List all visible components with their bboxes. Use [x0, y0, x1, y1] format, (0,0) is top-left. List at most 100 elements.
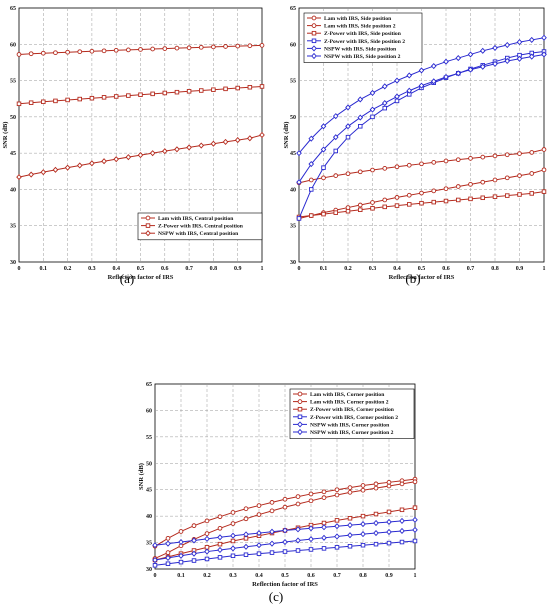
data-point	[332, 134, 339, 141]
data-point	[295, 537, 301, 544]
data-point	[101, 95, 107, 100]
data-point	[204, 531, 210, 536]
data-point	[360, 483, 366, 488]
legend-entry: NSPW with IRS, Corner position	[310, 422, 390, 428]
data-point	[430, 62, 437, 70]
data-point	[77, 96, 82, 102]
data-point	[282, 549, 288, 554]
data-point	[516, 39, 523, 46]
data-point	[517, 173, 522, 178]
legend-entry: Lam with IRS, Corner position	[310, 392, 385, 398]
y-tick-label: 40	[10, 187, 16, 193]
data-point	[373, 541, 379, 547]
data-point	[198, 44, 204, 50]
panel-c: 0 0.1 0.2 0.3 0.4 0.5 0.6 0.7 0.8 0.9 1 30 35 40 45 50 5…	[138, 382, 418, 604]
data-point	[256, 503, 262, 508]
data-point	[406, 162, 412, 168]
data-point	[516, 55, 523, 62]
data-point	[210, 140, 217, 147]
data-point	[77, 49, 83, 55]
data-point	[247, 43, 253, 49]
data-point	[443, 73, 449, 81]
data-point	[504, 152, 510, 158]
data-point	[152, 542, 158, 549]
series-6	[296, 34, 547, 157]
data-point	[165, 540, 171, 547]
data-point	[243, 552, 249, 557]
data-point	[161, 148, 168, 155]
data-point	[369, 89, 376, 96]
data-point	[64, 164, 71, 171]
y-tick-label: 55	[146, 435, 152, 441]
data-point	[455, 157, 461, 163]
legend-marker	[297, 421, 303, 428]
data-point	[399, 507, 405, 513]
panel-a: 0 0.1 0.2 0.3 0.4 0.5 0.6 0.7 0.8 0.9 1 30 35 40 45 50 5…	[2, 6, 265, 286]
data-point	[541, 34, 547, 41]
legend-marker	[311, 15, 317, 21]
x-tick-label: 0.9	[516, 266, 524, 272]
x-tick-label: 1	[543, 266, 546, 272]
data-point	[165, 550, 171, 555]
legend-entry: Lam with IRS, Side position	[324, 16, 392, 22]
data-point	[186, 45, 192, 51]
data-point	[394, 77, 400, 84]
data-point	[321, 165, 326, 170]
legend-marker	[311, 38, 317, 44]
data-point	[456, 197, 461, 203]
data-point	[412, 479, 418, 485]
data-point	[412, 505, 418, 510]
data-point	[235, 43, 241, 49]
y-tick-label: 30	[290, 260, 296, 266]
legend-entry: Lam with IRS, Side position 2	[324, 24, 396, 30]
data-point	[191, 550, 197, 557]
data-point	[16, 101, 22, 107]
data-point	[282, 496, 288, 502]
data-point	[230, 538, 236, 544]
data-point	[282, 527, 288, 534]
data-point	[479, 47, 486, 54]
legend-entry: Z-Power with IRS, Central position	[158, 224, 244, 230]
x-tick-label: 0.4	[393, 266, 401, 272]
data-point	[455, 55, 462, 62]
y-tick-label: 40	[146, 514, 152, 520]
data-point	[40, 50, 46, 56]
x-tick-label: 0.3	[229, 573, 237, 579]
y-tick-label: 30	[146, 567, 152, 573]
data-point	[217, 546, 223, 554]
x-tick-label: 0.3	[88, 266, 96, 272]
data-point	[334, 518, 340, 523]
data-point	[394, 203, 400, 208]
data-point	[394, 164, 400, 170]
data-point	[382, 197, 388, 203]
data-point	[295, 501, 301, 507]
data-point	[65, 97, 70, 103]
data-point	[138, 92, 143, 97]
data-point	[406, 87, 413, 94]
data-point	[492, 44, 498, 51]
data-point	[345, 123, 351, 130]
data-point	[152, 563, 158, 568]
data-point	[41, 99, 46, 105]
data-point	[382, 204, 388, 210]
data-point	[269, 500, 275, 505]
y-tick-label: 55	[290, 79, 296, 85]
data-point	[468, 196, 473, 202]
data-point	[191, 523, 197, 529]
data-point	[150, 46, 155, 52]
data-point	[247, 135, 253, 142]
x-tick-label: 0.2	[344, 266, 352, 272]
data-point	[137, 152, 144, 159]
data-point	[320, 123, 327, 130]
data-point	[443, 58, 449, 65]
legend-marker	[145, 230, 151, 237]
y-axis-label: SNR (dB)	[2, 122, 9, 149]
data-point	[394, 93, 400, 100]
data-point	[320, 146, 327, 153]
data-point	[386, 518, 392, 526]
x-tick-label: 0.2	[64, 266, 72, 272]
data-point	[308, 547, 314, 552]
data-point	[16, 52, 22, 57]
y-tick-label: 65	[146, 382, 152, 388]
data-point	[296, 179, 302, 186]
